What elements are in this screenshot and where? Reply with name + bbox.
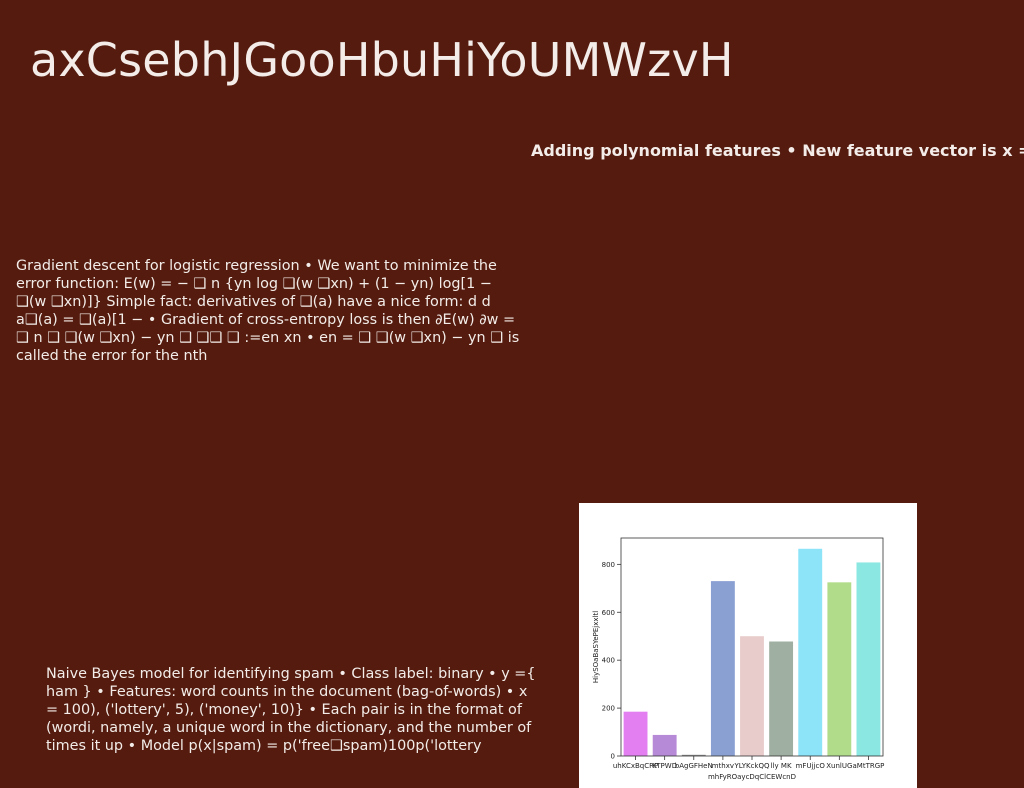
bar-chart-panel: 0 200 400 600 800 uhKCxBqCRP KTPWD bAgGFHeN mthx… — [579, 503, 917, 788]
x-tick-label-0: uhKCxBqCRP — [613, 762, 658, 770]
bar-6 — [798, 548, 823, 756]
bar-chart: 0 200 400 600 800 uhKCxBqCRPKTPWDbAgGFHeNmthx… — [592, 537, 885, 781]
x-tick-label-3: mthxv — [712, 762, 734, 770]
y-tick-label-0: 0 — [611, 753, 615, 761]
x-axis-label: mhFyROaycDqClCEWcnD — [708, 773, 796, 781]
bar-4 — [740, 636, 764, 756]
y-tick-label-2: 400 — [602, 657, 615, 665]
x-tick-label-7: XunlUG — [826, 762, 852, 770]
bar-1 — [652, 734, 677, 756]
y-axis-label: HiySOaBaSYePEjxxltl — [592, 611, 600, 683]
bar-3 — [710, 581, 735, 756]
x-tick-label-5: lly MK — [771, 762, 792, 770]
bar-5 — [769, 641, 794, 756]
y-tick-label-3: 600 — [602, 609, 615, 617]
x-tick-label-1: KTPWD — [652, 762, 677, 770]
x-tick-label-4: YLYKckQQ — [733, 762, 770, 770]
bar-8 — [856, 562, 881, 756]
bar-0 — [623, 711, 648, 756]
slide-subtitle: Adding polynomial features • New feature… — [531, 141, 1024, 160]
gradient-descent-paragraph: Gradient descent for logistic regression… — [16, 258, 520, 364]
x-tick-label-2: bAgGFHeN — [675, 762, 713, 770]
x-tick-label-8: aMtTRGP — [853, 762, 885, 770]
bar-2 — [681, 754, 706, 756]
slide-title: axCsebhJGooHbuHiYoUMWzvH — [30, 33, 734, 87]
naive-bayes-paragraph: Naive Bayes model for identifying spam •… — [46, 666, 536, 754]
x-tick-label-6: mFUjjcO — [796, 762, 826, 770]
y-tick-label-4: 800 — [602, 561, 615, 569]
y-tick-label-1: 200 — [602, 705, 615, 713]
bar-7 — [827, 582, 852, 756]
